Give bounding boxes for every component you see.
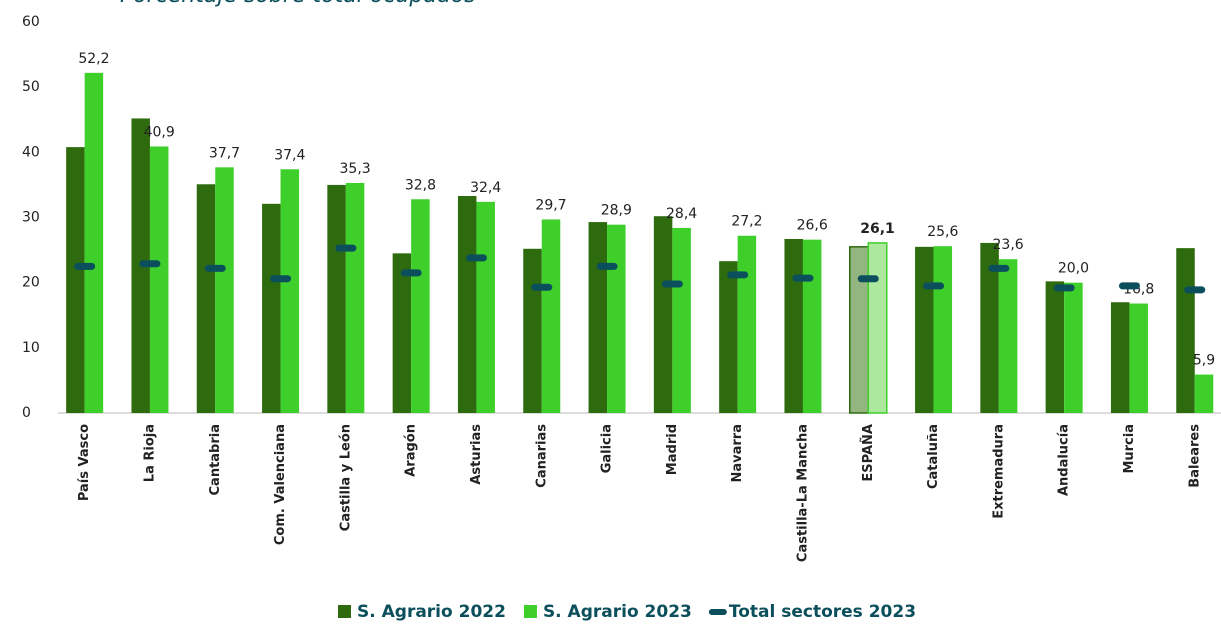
x-tick-label: Navarra: [730, 424, 745, 483]
bar: [1110, 302, 1130, 413]
bar: [737, 235, 757, 413]
bar: [867, 242, 888, 414]
bar: [327, 184, 346, 413]
value-label: 32,4: [470, 180, 501, 196]
bar: [719, 261, 738, 413]
value-label: 26,6: [797, 218, 828, 234]
bar: [933, 246, 953, 413]
value-label: 52,2: [78, 51, 109, 67]
bar: [915, 246, 934, 413]
legend: S. Agrario 2022 S. Agrario 2023 Total sect…: [338, 602, 916, 622]
value-label: 37,4: [274, 147, 305, 163]
x-tick-label: Canarias: [534, 424, 549, 488]
legend-label: S. Agrario 2022: [357, 602, 506, 622]
bar: [653, 216, 673, 413]
legend-swatch: [523, 605, 537, 618]
bar: [345, 182, 365, 413]
bar: [392, 253, 412, 413]
bar: [149, 146, 169, 414]
y-tick-label: 30: [22, 210, 40, 226]
value-label: 26,1: [860, 221, 895, 237]
bar: [1176, 248, 1195, 413]
bar: [1194, 374, 1214, 413]
bar: [215, 167, 234, 413]
x-tick-label: Madrid: [665, 424, 680, 475]
legend-label: S. Agrario 2023: [543, 602, 692, 622]
bar: [523, 248, 542, 413]
bar: [280, 169, 300, 413]
x-tick-label: Aragón: [404, 424, 419, 477]
bar: [784, 239, 803, 413]
bar: [1064, 282, 1083, 413]
x-tick-label: Galicia: [600, 424, 615, 473]
value-label: 35,3: [340, 161, 371, 177]
bar: [476, 201, 495, 413]
x-tick-label: Murcia: [1122, 424, 1137, 474]
y-tick-label: 50: [22, 79, 40, 95]
x-tick-label: Baleares: [1187, 424, 1202, 488]
value-label: 25,6: [927, 224, 958, 240]
x-tick-label: Cataluña: [926, 424, 941, 489]
legend-swatch: [338, 605, 351, 618]
x-tick-label: La Rioja: [142, 424, 157, 482]
value-label: 32,8: [405, 177, 436, 193]
bar: [196, 184, 216, 413]
x-tick-label: País Vasco: [77, 424, 92, 501]
bar: [980, 242, 999, 413]
bar: [588, 222, 608, 413]
x-tick-label: Castilla-La Mancha: [795, 424, 810, 562]
x-tick-label: Asturias: [469, 424, 484, 485]
value-label: 29,7: [535, 197, 566, 213]
bar: [457, 195, 477, 413]
bar: [672, 227, 691, 413]
value-label: 20,0: [1058, 261, 1089, 277]
legend-label: Total sectores 2023: [729, 602, 916, 622]
y-tick-label: 20: [22, 275, 40, 291]
bar: [541, 219, 561, 413]
bar: [84, 72, 104, 413]
bar: [849, 246, 869, 414]
bar: [411, 199, 430, 413]
x-tick-label: Com. Valenciana: [273, 424, 288, 545]
y-tick-label: 40: [22, 144, 40, 160]
bar: [1129, 303, 1148, 413]
value-label: 37,7: [209, 145, 240, 161]
value-label: 5,9: [1193, 353, 1215, 369]
y-tick-label: 60: [22, 14, 40, 30]
x-tick-label: Andalucía: [1057, 424, 1072, 496]
x-tick-label: Castilla y León: [338, 424, 353, 531]
value-label: 40,9: [144, 124, 175, 140]
y-tick-label: 0: [22, 405, 31, 421]
bar: [802, 239, 822, 413]
bar: [1045, 281, 1065, 413]
value-label: 23,6: [993, 237, 1024, 253]
value-label: 28,9: [601, 203, 632, 219]
y-tick-label: 10: [22, 340, 40, 356]
bar: [607, 224, 626, 413]
x-tick-label: ESPAÑA: [860, 424, 876, 482]
x-tick-label: Cantabria: [208, 424, 223, 496]
bar: [66, 147, 85, 413]
chart-title: Porcentaje sobre total ocupados: [120, 0, 476, 8]
value-label: 27,2: [731, 214, 762, 230]
x-tick-label: Extremadura: [991, 424, 1006, 519]
value-label: 28,4: [666, 206, 697, 222]
bar: [262, 203, 281, 413]
bar: [998, 259, 1018, 413]
